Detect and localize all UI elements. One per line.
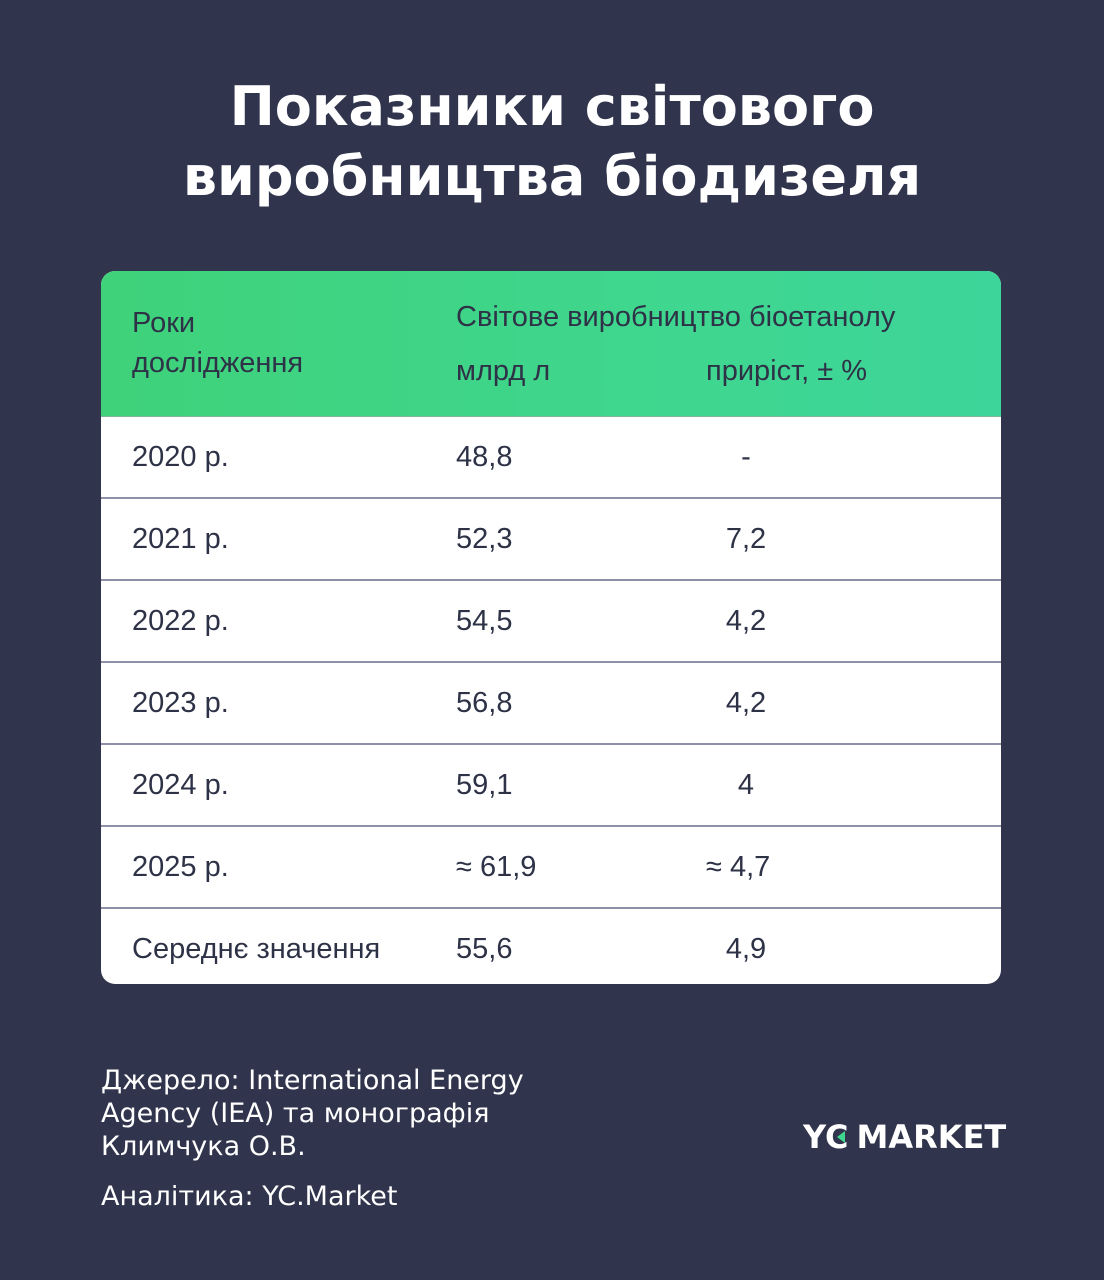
- table-header: Роки дослідження Світове виробництво біо…: [101, 271, 1001, 417]
- cell-year: 2025 р.: [132, 851, 229, 883]
- table-row-average: Середнє значення 55,6 4,9: [101, 909, 1001, 984]
- cell-volume: 52,3: [456, 523, 513, 555]
- cell-growth: ≈ 4,7: [706, 851, 771, 883]
- header-years-line2: дослідження: [132, 347, 304, 379]
- logo-accent-icon: [836, 1131, 845, 1143]
- logo-market-text: MARKET: [856, 1118, 1007, 1156]
- cell-year: 2023 р.: [132, 687, 229, 719]
- header-growth: приріст, ± %: [706, 355, 868, 387]
- title-line-2: виробництва біодизеля: [182, 145, 922, 208]
- cell-volume: ≈ 61,9: [456, 851, 537, 883]
- cell-growth: 4,2: [725, 605, 767, 637]
- analytics-note: Аналітика: YC.Market: [101, 1181, 398, 1212]
- cell-year: 2021 р.: [132, 523, 229, 555]
- header-years-line1: Роки: [132, 307, 196, 339]
- cell-volume: 55,6: [456, 933, 513, 965]
- cell-growth: 4,9: [725, 933, 767, 965]
- source-note: Джерело: International Energy Agency (IE…: [101, 1065, 524, 1162]
- table-row: 2023 р. 56,8 4,2: [101, 663, 1001, 745]
- cell-year: 2024 р.: [132, 769, 229, 801]
- cell-volume: 48,8: [456, 441, 513, 473]
- cell-volume: 56,8: [456, 687, 513, 719]
- header-volume: млрд л: [456, 355, 551, 387]
- title-line-1: Показники світового: [229, 75, 875, 138]
- page-title: Показники світового виробництва біодизел…: [0, 72, 1104, 212]
- table-row: 2022 р. 54,5 4,2: [101, 581, 1001, 663]
- table-row: 2025 р. ≈ 61,9 ≈ 4,7: [101, 827, 1001, 909]
- cell-growth: -: [741, 441, 751, 473]
- cell-growth: 7,2: [725, 523, 767, 555]
- cell-growth: 4: [737, 769, 755, 801]
- cell-year: Середнє значення: [132, 933, 381, 965]
- cell-growth: 4,2: [725, 687, 767, 719]
- yc-market-logo: YC MARKET: [803, 1118, 1006, 1156]
- cell-volume: 59,1: [456, 769, 513, 801]
- cell-year: 2020 р.: [132, 441, 229, 473]
- header-group: Світове виробництво біоетанолу: [456, 301, 896, 333]
- table-row: 2024 р. 59,1 4: [101, 745, 1001, 827]
- cell-year: 2022 р.: [132, 605, 229, 637]
- table-row: 2021 р. 52,3 7,2: [101, 499, 1001, 581]
- data-table: Роки дослідження Світове виробництво біо…: [101, 271, 1001, 984]
- cell-volume: 54,5: [456, 605, 513, 637]
- table-row: 2020 р. 48,8 -: [101, 417, 1001, 499]
